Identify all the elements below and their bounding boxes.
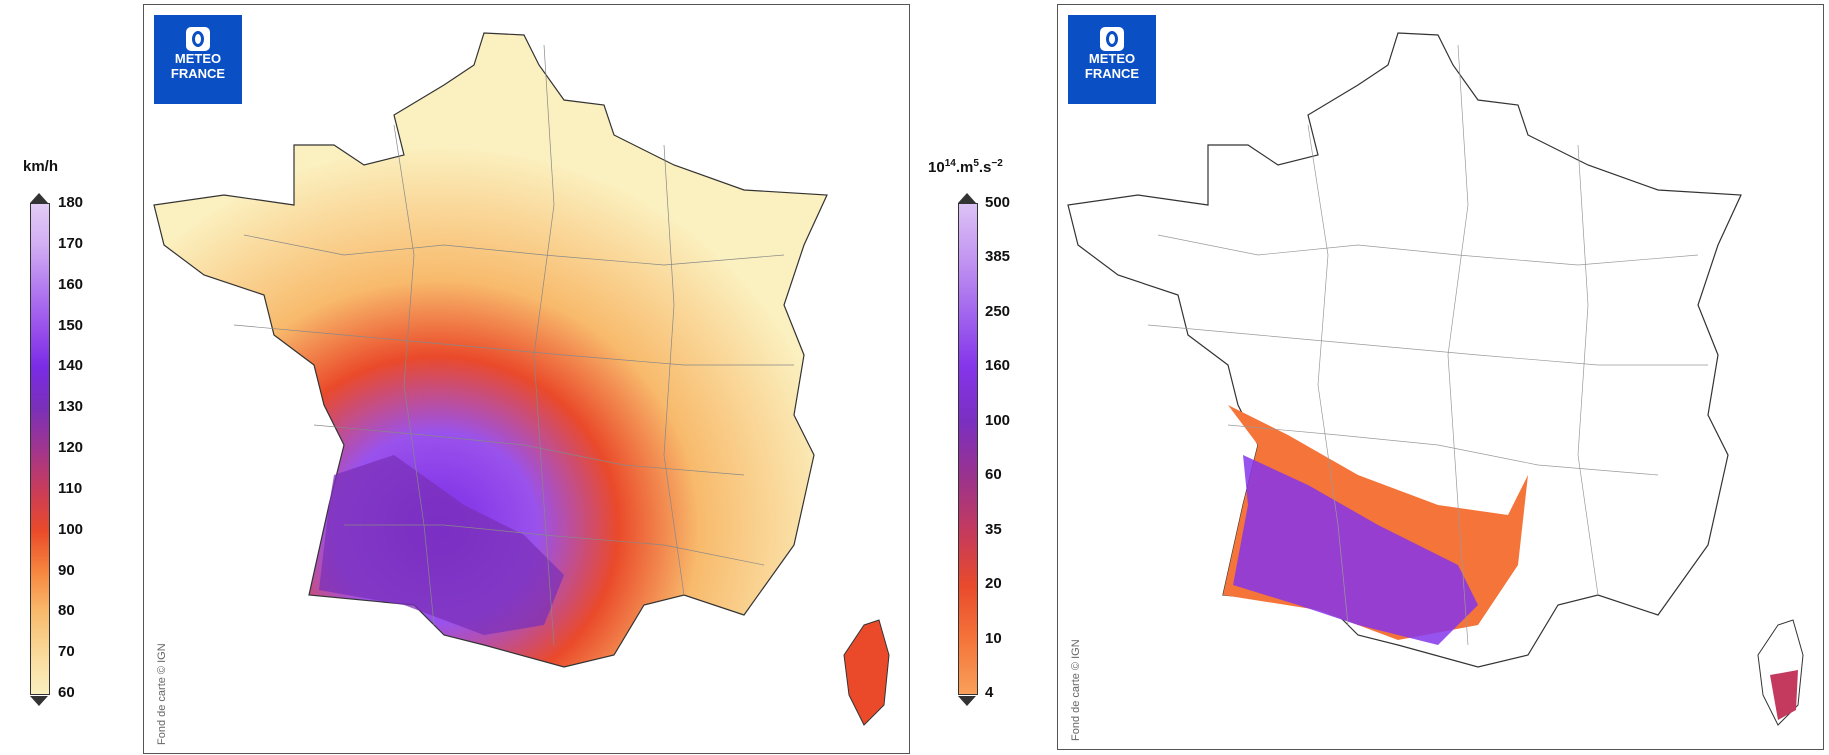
legend-tick-label: 60: [58, 684, 75, 701]
legend-tick-label: 60: [985, 466, 1002, 484]
map-credit: Fond de carte © IGN: [156, 643, 168, 745]
legend-unit: km/h: [23, 158, 59, 175]
legend-tick-label: 70: [58, 643, 75, 661]
france-mainland-shape: [153, 32, 828, 668]
legend-tick-label: 90: [58, 561, 75, 579]
legend-tick-label: 160: [985, 357, 1011, 375]
meteo-france-logo: METEO FRANCE: [154, 15, 242, 104]
purple-index-zone: [1233, 455, 1478, 645]
legend-tick-label: 180: [58, 194, 84, 211]
legend-tick-label: 150: [58, 316, 84, 334]
legend-colorbar: [30, 203, 50, 695]
legend-tick-label: 170: [58, 234, 84, 252]
legend-bottom-arrow-icon: [30, 696, 48, 706]
map-panel-index: METEO FRANCE Fond de carte © IGN: [1057, 4, 1824, 750]
legend-tick-label: 160: [58, 275, 84, 293]
logo-text-line1: METEO: [1088, 51, 1136, 66]
legend-top-arrow-icon: [30, 193, 48, 203]
corsica-index-zone: [1770, 670, 1798, 720]
france-index-map: [1067, 32, 1804, 726]
france-mainland-outline: [1067, 32, 1742, 668]
legend-tick-label: 10: [985, 629, 1002, 647]
legend-right-colorbar: [958, 203, 978, 695]
legend-tick-label: 35: [985, 520, 1002, 538]
corsica-shape: [843, 619, 890, 726]
logo-text-line2: FRANCE: [1084, 66, 1140, 81]
legend-tick-label: 140: [58, 357, 84, 375]
purple-high-wind-zone: [319, 455, 564, 635]
meteo-france-logo-icon: [186, 27, 210, 51]
department-borders-right: [1147, 44, 1708, 646]
meteo-france-logo-icon: [1100, 27, 1124, 51]
legend-tick-label: 100: [58, 520, 84, 538]
legend-tick-label: 500: [985, 194, 1011, 211]
legend-tick-label: 20: [985, 575, 1002, 593]
legend-right-bottom-arrow-icon: [958, 696, 976, 706]
legend-tick-label: 4: [985, 684, 994, 701]
logo-text-line2: FRANCE: [170, 66, 226, 81]
map-credit-right: Fond de carte © IGN: [1070, 639, 1082, 741]
legend-tick-label: 250: [985, 302, 1011, 320]
legend-tick-label: 110: [58, 479, 83, 497]
legend-right-top-arrow-icon: [958, 193, 976, 203]
legend-unit-right: 1014.m5.s−2: [928, 158, 1003, 176]
meteo-france-logo-right: METEO FRANCE: [1068, 15, 1156, 104]
legend-tick-label: 130: [58, 398, 84, 416]
logo-text-line1: METEO: [174, 51, 222, 66]
department-borders: [233, 44, 794, 646]
legend-tick-label: 385: [985, 248, 1011, 266]
legend-tick-label: 100: [985, 411, 1011, 429]
legend-tick-label: 80: [58, 602, 75, 620]
map-panel-wind-gust: METEO FRANCE Fond de carte © IGN: [143, 4, 910, 754]
france-wind-gust-map: [153, 32, 890, 726]
legend-tick-label: 120: [58, 439, 84, 456]
